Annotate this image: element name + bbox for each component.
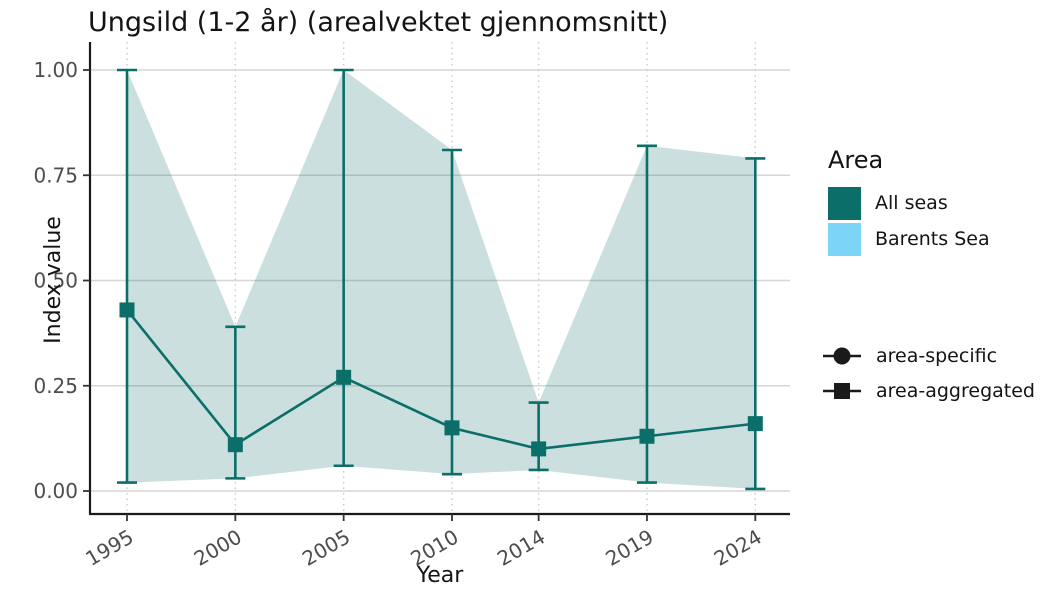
x-tick-label: 2024: [710, 525, 766, 571]
area-legend-title: Area: [828, 146, 884, 174]
chart-title: Ungsild (1-2 år) (arealvektet gjennomsni…: [88, 7, 669, 38]
all-seas-label: All seas: [875, 192, 948, 214]
y-axis-title: Index value: [41, 216, 66, 344]
data-point-marker: [444, 420, 460, 436]
confidence-ribbon: [127, 70, 756, 489]
y-tick-label: 0.75: [33, 163, 78, 187]
legend-item-area-aggregated: area-aggregated: [822, 373, 1035, 408]
circle-marker-icon: [823, 347, 861, 364]
y-tick-label: 1.00: [33, 58, 78, 82]
x-tick-label: 1995: [81, 525, 137, 571]
y-tick-label: 0.25: [33, 374, 78, 398]
area-specific-label: area-specific: [876, 344, 998, 367]
barents-sea-swatch: [828, 222, 861, 256]
barents-sea-label: Barents Sea: [875, 228, 990, 250]
all-seas-swatch: [828, 186, 861, 220]
data-point-marker: [747, 416, 763, 432]
x-tick-label: 2000: [190, 525, 246, 571]
area-aggregated-label: area-aggregated: [876, 379, 1035, 402]
shape-legend: area-specific area-aggregated: [822, 338, 1035, 408]
data-point-marker: [227, 437, 243, 453]
y-tick-label: 0.50: [33, 269, 78, 293]
square-marker-icon: [823, 382, 861, 399]
legend-item-barents-sea: Barents Sea: [828, 221, 990, 257]
y-tick-label: 0.00: [33, 479, 78, 503]
data-point-marker: [531, 441, 547, 457]
x-tick-label: 2005: [298, 525, 354, 571]
data-point-marker: [639, 428, 655, 444]
legend-item-all-seas: All seas: [828, 185, 990, 221]
data-point-marker: [119, 302, 135, 318]
x-axis-title: Year: [416, 563, 465, 588]
data-point-marker: [336, 369, 352, 385]
area-legend: Area All seas Barents Sea: [828, 146, 990, 257]
x-tick-label: 2014: [493, 525, 549, 571]
legend-item-area-specific: area-specific: [822, 338, 1035, 373]
x-tick-label: 2019: [601, 525, 657, 571]
